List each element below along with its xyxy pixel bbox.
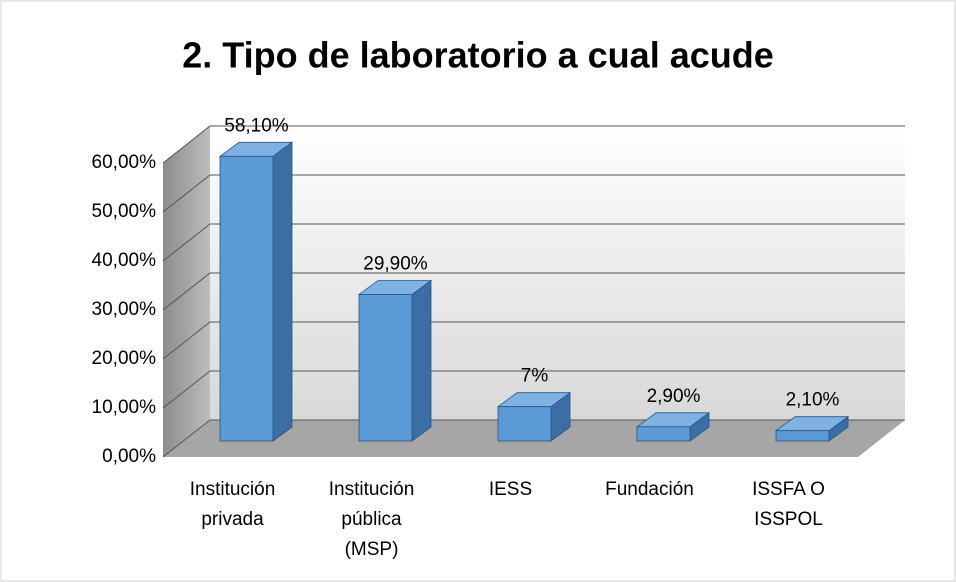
grid-line [162, 321, 905, 360]
x-tick-label: ISSFA O [752, 479, 825, 500]
y-tick-label: 40,00% [92, 250, 157, 271]
x-tick-label: Institución [329, 479, 415, 500]
value-label: 2,10% [786, 390, 840, 411]
chart-title: 2. Tipo de laboratorio a cual acude [182, 35, 774, 76]
bar-side [272, 141, 293, 442]
bar-front [219, 155, 274, 442]
bar [357, 279, 433, 442]
x-tick-label: IESS [489, 479, 532, 500]
y-tick-label: 20,00% [92, 348, 157, 369]
value-label: 58,10% [224, 115, 289, 136]
x-tick-label: pública [341, 509, 402, 530]
grid-line [162, 125, 905, 164]
bar [774, 415, 850, 442]
bar-front [497, 406, 552, 442]
grid-line [162, 370, 905, 409]
x-tick-label: Institución [190, 479, 276, 500]
bar [496, 391, 572, 442]
x-tick-label: ISSPOL [754, 509, 823, 530]
bar-front [636, 426, 691, 442]
x-tick-label: privada [201, 509, 264, 530]
value-label: 7% [521, 366, 549, 387]
y-tick-label: 60,00% [92, 152, 157, 173]
bar [218, 141, 294, 442]
grid-line [162, 272, 905, 311]
x-tick-label: Fundación [605, 479, 694, 500]
y-tick-label: 10,00% [92, 397, 157, 418]
y-tick-label: 30,00% [92, 299, 157, 320]
bar-front [358, 294, 413, 442]
bar [635, 411, 711, 442]
value-label: 29,90% [363, 254, 428, 275]
grid-line [162, 174, 905, 213]
bar-side [411, 279, 432, 442]
grid-line [162, 223, 905, 262]
y-tick-label: 50,00% [92, 201, 157, 222]
value-label: 2,90% [647, 386, 701, 407]
bar-front [775, 430, 830, 442]
x-tick-label: (MSP) [345, 539, 399, 560]
y-tick-label: 0,00% [102, 446, 156, 467]
